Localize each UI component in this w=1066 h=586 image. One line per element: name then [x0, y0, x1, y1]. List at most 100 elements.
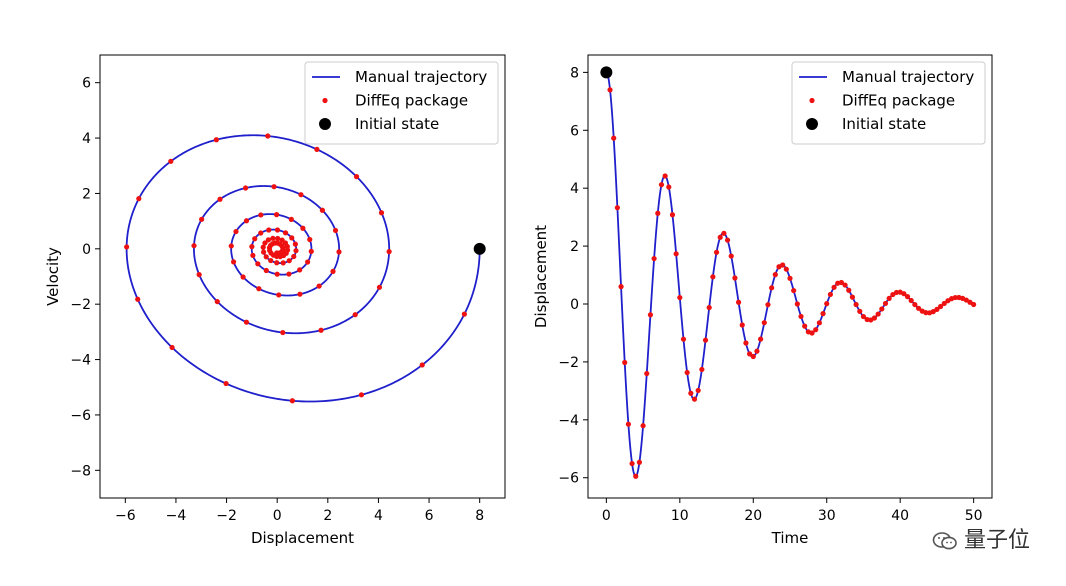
legend-label: DiffEq package — [355, 92, 468, 110]
y-tick-label: −8 — [70, 463, 91, 479]
diffeq-point — [265, 133, 271, 139]
diffeq-point — [787, 275, 793, 281]
diffeq-point — [242, 185, 249, 191]
diffeq-point — [286, 258, 292, 264]
diffeq-point — [250, 252, 256, 259]
diffeq-point — [124, 244, 130, 250]
wechat-icon — [932, 532, 957, 550]
diffeq-point — [816, 320, 822, 326]
diffeq-point — [688, 390, 694, 396]
x-tick-label: 0 — [273, 508, 282, 524]
y-tick-label: 0 — [82, 242, 91, 258]
x-axis-label: Displacement — [251, 529, 354, 547]
diffeq-point — [223, 380, 229, 387]
diffeq-point — [842, 282, 848, 288]
y-tick-label: −2 — [70, 297, 91, 313]
x-tick-label: −2 — [216, 508, 237, 524]
diffeq-point — [291, 253, 297, 260]
phase-portrait-chart: −6 −4 −2 0 2 4 6 8 −8 −6 −4 −2 0 2 4 6 Displacement Veloc… — [44, 54, 506, 547]
legend: Manual trajectory DiffEq package Initial s… — [791, 61, 986, 145]
diffeq-point — [169, 344, 175, 351]
diffeq-point — [263, 254, 269, 260]
diffeq-point — [846, 287, 852, 293]
diffeq-point — [831, 284, 837, 290]
diffeq-point — [882, 300, 889, 307]
diffeq-point — [308, 248, 314, 254]
diffeq-point — [270, 235, 276, 241]
diffeq-point — [633, 473, 639, 479]
diffeq-point — [274, 260, 280, 266]
diffeq-point — [644, 370, 650, 377]
diffeq-point — [952, 294, 958, 301]
diffeq-point — [662, 173, 668, 179]
diffeq-point — [937, 303, 944, 310]
diffeq-point — [276, 292, 282, 298]
diffeq-point — [971, 301, 977, 308]
diffeq-point — [419, 362, 425, 368]
diffeq-point — [332, 227, 339, 234]
diffeq-point — [747, 351, 753, 357]
y-tick-label: 4 — [570, 181, 579, 197]
diffeq-point — [673, 251, 679, 257]
diffeq-point — [282, 230, 289, 236]
diffeq-point — [255, 261, 261, 267]
diffeq-point — [252, 236, 258, 242]
diffeq-point — [904, 294, 911, 300]
diffeq-point — [622, 359, 628, 366]
plot-frame — [99, 54, 506, 499]
diffeq-point — [353, 174, 360, 180]
diffeq-point — [798, 313, 804, 320]
diffeq-point — [754, 348, 760, 354]
diffeq-point — [827, 291, 834, 298]
y-tick-label: 0 — [570, 297, 579, 313]
diffeq-point — [289, 398, 295, 404]
diffeq-point — [640, 423, 646, 429]
x-tick-label: 10 — [671, 508, 689, 524]
diffeq-point — [783, 266, 789, 272]
diffeq-point — [695, 387, 701, 394]
diffeq-point — [860, 313, 867, 320]
diffeq-point — [168, 158, 174, 164]
legend-label: Manual trajectory — [355, 68, 487, 86]
diffeq-point — [713, 249, 720, 255]
watermark: 量子位 — [932, 522, 1030, 554]
diffeq-point — [196, 271, 202, 278]
diffeq-point — [765, 302, 771, 308]
diffeq-point — [461, 311, 467, 317]
y-axis-label: Velocity — [44, 247, 62, 306]
y-tick-label: 8 — [570, 65, 579, 81]
legend-dot-swatch — [322, 97, 328, 104]
diffeq-point — [611, 135, 617, 141]
diffeq-point — [750, 353, 756, 360]
diffeq-point — [358, 392, 365, 398]
diffeq-point — [274, 250, 280, 256]
x-axis-label: Time — [771, 529, 809, 547]
diffeq-point — [319, 207, 325, 213]
diffeq-point — [853, 301, 859, 308]
watermark-text: 量子位 — [963, 528, 1030, 553]
x-tick-label: −4 — [166, 508, 187, 524]
diffeq-point — [735, 299, 742, 305]
diffeq-point — [820, 311, 826, 317]
diffeq-point — [352, 312, 358, 318]
diffeq-point — [761, 320, 767, 326]
x-tick-label: 8 — [475, 508, 484, 524]
diffeq-point — [625, 421, 632, 427]
diffeq-point — [243, 218, 250, 224]
diffeq-point — [336, 249, 342, 255]
y-tick-label: −6 — [558, 471, 579, 487]
legend: Manual trajectory DiffEq package Initial s… — [304, 61, 499, 145]
diffeq-point — [871, 315, 878, 321]
diffeq-point — [732, 275, 738, 281]
diffeq-point — [213, 137, 219, 143]
diffeq-point — [886, 295, 892, 301]
x-tick-label: −6 — [115, 508, 136, 524]
y-tick-label: 2 — [570, 239, 579, 255]
displacement-time-chart: 0 10 20 30 40 50 −6 −4 −2 0 2 4 6 8 Time Displacement Ma… — [532, 54, 993, 547]
diffeq-point — [724, 237, 731, 243]
diffeq-point — [607, 87, 613, 93]
diffeq-point — [300, 225, 306, 231]
diffeq-point — [901, 291, 907, 297]
diffeq-point — [618, 284, 624, 290]
diffeq-point — [297, 291, 303, 297]
